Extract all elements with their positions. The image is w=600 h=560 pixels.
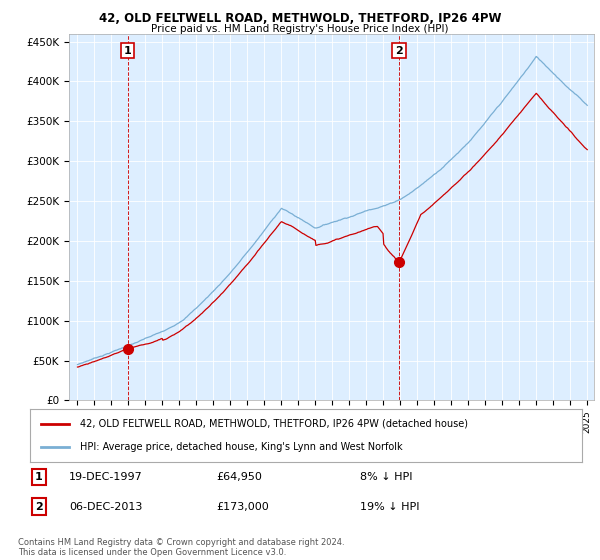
Text: 19% ↓ HPI: 19% ↓ HPI <box>360 502 419 512</box>
Text: HPI: Average price, detached house, King's Lynn and West Norfolk: HPI: Average price, detached house, King… <box>80 442 403 452</box>
Text: £64,950: £64,950 <box>216 472 262 482</box>
Text: 42, OLD FELTWELL ROAD, METHWOLD, THETFORD, IP26 4PW (detached house): 42, OLD FELTWELL ROAD, METHWOLD, THETFOR… <box>80 419 467 429</box>
Text: £173,000: £173,000 <box>216 502 269 512</box>
Text: 1: 1 <box>35 472 43 482</box>
Text: Price paid vs. HM Land Registry's House Price Index (HPI): Price paid vs. HM Land Registry's House … <box>151 24 449 34</box>
Text: Contains HM Land Registry data © Crown copyright and database right 2024.
This d: Contains HM Land Registry data © Crown c… <box>18 538 344 557</box>
Text: 2: 2 <box>395 45 403 55</box>
Text: 2: 2 <box>35 502 43 512</box>
Text: 06-DEC-2013: 06-DEC-2013 <box>69 502 142 512</box>
Text: 1: 1 <box>124 45 131 55</box>
Text: 19-DEC-1997: 19-DEC-1997 <box>69 472 143 482</box>
Text: 8% ↓ HPI: 8% ↓ HPI <box>360 472 413 482</box>
Text: 42, OLD FELTWELL ROAD, METHWOLD, THETFORD, IP26 4PW: 42, OLD FELTWELL ROAD, METHWOLD, THETFOR… <box>99 12 501 25</box>
